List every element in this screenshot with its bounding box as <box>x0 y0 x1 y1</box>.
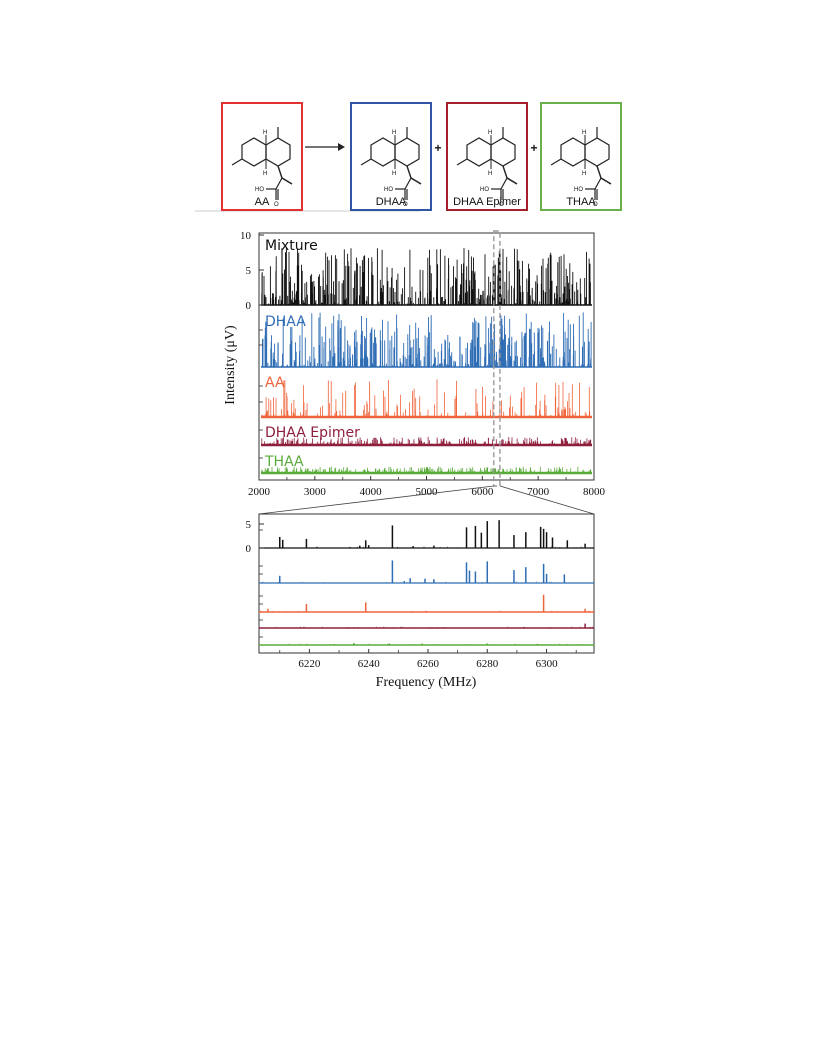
trace-thaa <box>261 466 592 475</box>
zoom-trace-dhaa <box>259 560 594 584</box>
series-label: AA <box>265 375 285 391</box>
trace-aa <box>261 379 592 419</box>
zoom-y-axis: 50 <box>246 519 264 638</box>
zoom-traces <box>259 520 594 646</box>
x-tick-label: 8000 <box>583 486 606 498</box>
y-tick-label: 0 <box>246 543 252 555</box>
trace-dhaa <box>261 312 592 368</box>
zoom-window-highlight <box>493 230 501 487</box>
main-spectrum-chart: Mixture DHAA AA DHAA Epimer THAA 2000 3000 400… <box>223 230 606 498</box>
y-tick-label: 0 <box>246 300 252 312</box>
x-tick-label: 6300 <box>536 658 559 670</box>
series-label: THAA <box>264 454 304 470</box>
zoom-trace-aa <box>259 594 594 613</box>
plus-sign: + <box>434 141 441 155</box>
y-axis-title: Intensity (μV) <box>223 325 238 405</box>
zoom-trace-dhaa-epimer <box>259 623 594 629</box>
zoom-connector-right <box>499 485 595 515</box>
zoom-trace-mixture <box>259 520 594 549</box>
zoom-noise <box>263 626 593 628</box>
reactant-label: AA <box>255 196 270 208</box>
y-tick-label: 5 <box>246 519 252 531</box>
zoom-trace-thaa <box>259 643 594 646</box>
trace-dhaa-epimer <box>261 436 592 447</box>
zoom-noise <box>259 643 591 645</box>
plus-sign: + <box>530 141 537 155</box>
x-tick-label: 6240 <box>358 658 381 670</box>
x-tick-label: 6260 <box>417 658 440 670</box>
product-label-thaa: THAA <box>566 196 596 208</box>
main-plot-frame <box>258 232 595 481</box>
product-label-dhaa: DHAA <box>376 196 407 208</box>
reactant-box <box>221 102 303 211</box>
zoom-connector-left <box>258 485 494 515</box>
x-tick-label: 7000 <box>527 486 550 498</box>
x-tick-label: 5000 <box>416 486 439 498</box>
right-arrow-icon <box>305 143 345 151</box>
main-y-axis: 10 5 0 <box>240 230 264 459</box>
spectral-lines <box>261 466 592 473</box>
product-label-epimer: DHAA Epimer <box>453 196 521 208</box>
x-tick-label: 2000 <box>248 486 271 498</box>
x-tick-label: 6000 <box>471 486 494 498</box>
x-tick-label: 4000 <box>360 486 383 498</box>
trace-mixture <box>261 247 592 306</box>
x-tick-label: 6220 <box>298 658 321 670</box>
series-label: DHAA <box>265 314 306 330</box>
zoom-noise <box>260 610 590 612</box>
series-label: Mixture <box>265 238 318 254</box>
main-series-labels: Mixture DHAA AA DHAA Epimer THAA <box>264 238 360 470</box>
product-box-dhaa <box>350 102 432 211</box>
main-traces <box>261 247 592 475</box>
spectral-lines <box>261 379 591 417</box>
product-box-thaa <box>540 102 622 211</box>
zoom-noise <box>261 581 573 583</box>
zoom-spectrum-chart: 6220 6240 6260 6280 6300 50 Frequency (MHz) <box>246 513 595 690</box>
x-axis-title: Frequency (MHz) <box>376 675 477 690</box>
product-box-epimer <box>446 102 528 211</box>
series-label: DHAA Epimer <box>265 425 360 441</box>
spectral-lines <box>261 312 592 367</box>
zoom-noise <box>282 546 594 548</box>
x-tick-label: 3000 <box>304 486 327 498</box>
y-tick-label: 5 <box>246 265 252 277</box>
spectral-lines <box>261 247 591 305</box>
reaction-scheme: H H HO O AA DHAA + DHAA Epimer + THAA <box>195 102 622 212</box>
x-tick-label: 6280 <box>476 658 499 670</box>
zoom-x-axis: 6220 6240 6260 6280 6300 <box>279 649 577 670</box>
main-x-axis: 2000 3000 4000 5000 6000 7000 8000 <box>248 476 606 498</box>
y-tick-label: 10 <box>240 230 252 242</box>
spectral-lines <box>261 436 592 445</box>
